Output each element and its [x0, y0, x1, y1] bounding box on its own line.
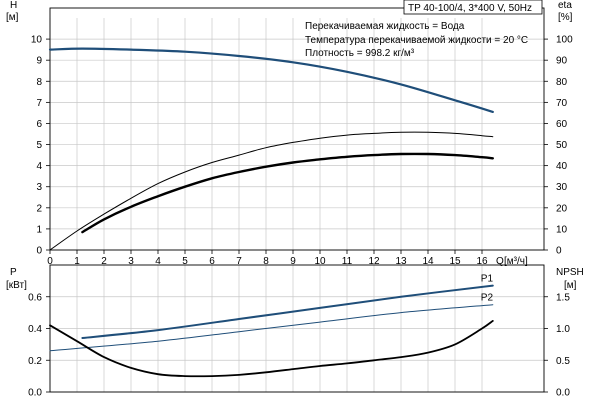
y-left-tick-label: 7: [36, 98, 42, 109]
y-right-axis-name: eta: [558, 0, 572, 11]
y-left-tick-label: 0.0: [28, 388, 42, 399]
y-right-tick-label: 90: [556, 56, 568, 67]
lower-plot-frame: [49, 264, 545, 393]
y-right-tick-label: 1.5: [556, 292, 570, 303]
y-right-tick-label: 0.5: [556, 356, 570, 367]
upper-plot-frame: [49, 7, 545, 251]
x-tick-label: 4: [155, 256, 161, 267]
x-axis-name: Q: [496, 256, 504, 267]
x-axis-unit: [м³/ч]: [504, 256, 528, 267]
y-left-tick-label: 0.2: [28, 356, 42, 367]
y-right-tick-label: 0.0: [556, 388, 570, 399]
x-tick-label: 8: [263, 256, 269, 267]
y-left-tick-label: 0.6: [28, 292, 42, 303]
series-line: [49, 131, 494, 251]
y-left-tick-label: 0.4: [28, 324, 42, 335]
y-left-tick-label: 1: [36, 224, 42, 235]
y-left-tick-label: 5: [36, 140, 42, 151]
y-left-axis-name: H: [10, 0, 17, 11]
x-tick-label: 6: [209, 256, 215, 267]
y-right-tick-label: 80: [556, 77, 568, 88]
y-right-tick-label: 100: [556, 35, 573, 46]
y-right-tick-label: 1.0: [556, 324, 570, 335]
x-tick-label: 2: [101, 256, 107, 267]
y-right-tick-label: 70: [556, 98, 568, 109]
y-left-axis-unit: [кВт]: [6, 280, 27, 291]
y-right-axis-name: NPSH: [556, 267, 584, 278]
series-line: [48, 47, 494, 113]
x-tick-label: 13: [395, 256, 407, 267]
series-line: [81, 152, 494, 234]
series-line: [49, 320, 494, 378]
x-tick-label: 16: [476, 256, 488, 267]
y-left-tick-label: 8: [36, 77, 42, 88]
x-tick-label: 11: [342, 256, 353, 267]
y-left-tick-label: 10: [31, 35, 43, 46]
y-left-tick-label: 6: [36, 119, 42, 130]
y-right-tick-label: 50: [556, 140, 568, 151]
chart-title: TP 40-100/4, 3*400 V, 50Hz: [408, 3, 532, 14]
x-tick-label: 0: [47, 256, 53, 267]
y-left-tick-label: 3: [36, 182, 42, 193]
y-left-tick-label: 2: [36, 203, 42, 214]
y-right-tick-label: 0: [556, 246, 562, 257]
y-left-tick-label: 9: [36, 56, 42, 67]
series-line: [81, 284, 494, 339]
y-left-tick-label: 0: [36, 246, 42, 257]
x-tick-label: 15: [449, 256, 461, 267]
x-tick-label: 10: [314, 256, 326, 267]
y-right-tick-label: 60: [556, 119, 568, 130]
y-left-axis-name: P: [10, 267, 17, 278]
x-tick-label: 9: [290, 256, 296, 267]
info-box: TP 40-100/4, 3*400 V, 50Hz Перекачиваема…: [305, 0, 543, 59]
y-right-tick-label: 10: [556, 224, 568, 235]
x-tick-label: 3: [128, 256, 134, 267]
series-label: P2: [481, 293, 494, 304]
y-right-tick-label: 20: [556, 203, 568, 214]
info-temperature: Температура перекачиваемой жидкости = 20…: [305, 35, 528, 46]
x-tick-label: 14: [422, 256, 434, 267]
y-left-axis-unit: [м]: [6, 12, 19, 23]
x-tick-label: 1: [74, 256, 80, 267]
y-left-tick-label: 4: [36, 161, 42, 172]
x-tick-label: 7: [236, 256, 242, 267]
x-tick-label: 5: [182, 256, 188, 267]
info-fluid: Перекачиваемая жидкость = Вода: [305, 21, 465, 32]
series-line: [49, 304, 494, 352]
info-density: Плотность = 998.2 кг/м³: [305, 48, 415, 59]
y-right-axis-unit: [м]: [564, 280, 577, 291]
x-tick-label: 12: [368, 256, 380, 267]
title-box: [403, 0, 543, 15]
y-right-axis-unit: [%]: [558, 12, 573, 23]
series-label: P1: [481, 274, 494, 285]
y-right-tick-label: 40: [556, 161, 568, 172]
lower-plot: 0.0 0.2 0.4 0.6 0.0 0.5 1.0 1.5 P [кВт] NPSH [м] P1 P…: [6, 264, 584, 399]
y-right-tick-label: 30: [556, 182, 568, 193]
